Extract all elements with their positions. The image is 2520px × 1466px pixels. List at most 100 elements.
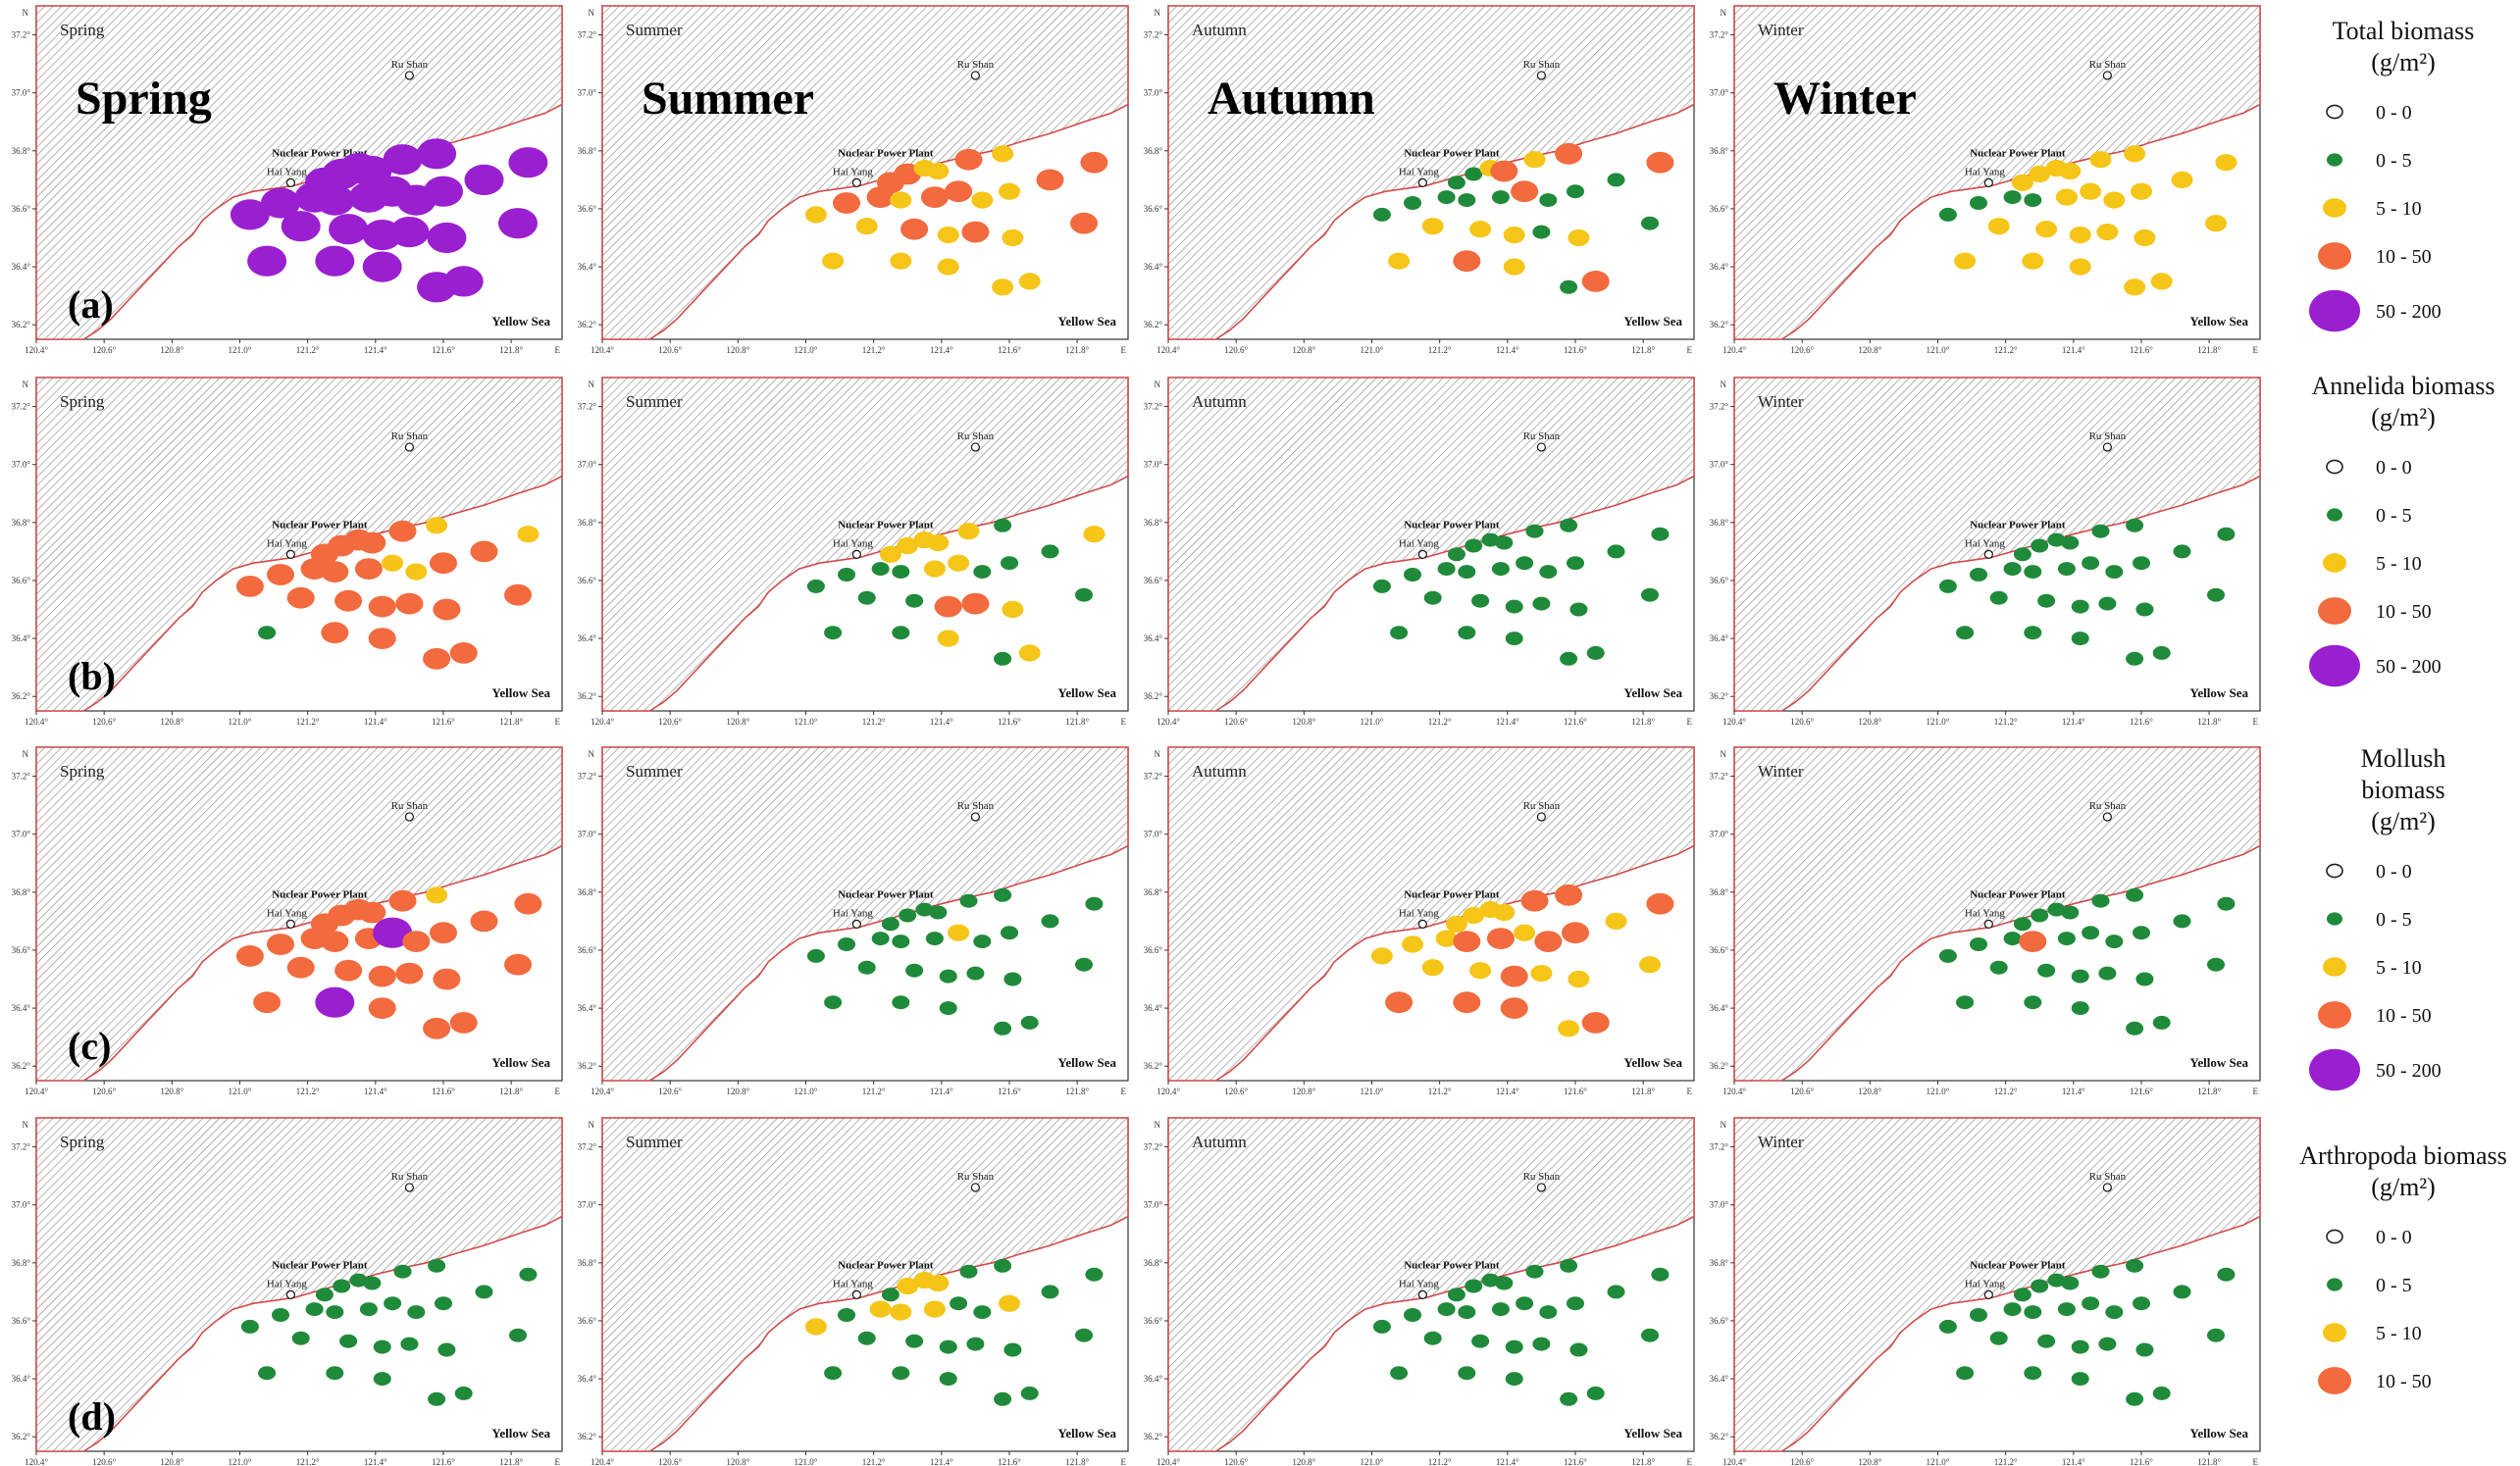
haiyang-marker <box>851 919 861 929</box>
rushan-label: Ru Shan <box>2089 59 2127 71</box>
station-point <box>368 595 396 618</box>
station-point <box>1495 1276 1514 1290</box>
lon-tick-label: 121.4° <box>1496 1457 1519 1466</box>
station-point <box>1503 258 1525 276</box>
lat-tick-label: 36.6° <box>1710 945 1729 955</box>
station-point <box>1453 991 1481 1014</box>
lon-tick-label: 120.8° <box>160 1087 183 1096</box>
station-point <box>1463 906 1485 925</box>
lon-tick-label: 120.4° <box>1157 1457 1180 1466</box>
lat-tick-label: 36.2° <box>1710 1432 1729 1441</box>
station-point <box>2126 651 2144 666</box>
lon-tick-label: 121.6° <box>1564 1457 1587 1466</box>
station-point <box>2133 1296 2150 1311</box>
station-point <box>2031 538 2049 553</box>
lon-tick-label: 120.8° <box>160 345 183 355</box>
lon-tick-label: 121.6° <box>998 717 1021 727</box>
station-point <box>1938 207 1957 222</box>
station-point <box>1404 568 1421 581</box>
lat-tick-label: 37.0° <box>1144 88 1163 98</box>
yellow-sea-label: Yellow Sea <box>2189 314 2248 329</box>
lon-tick-label: 121.8° <box>1631 1087 1655 1096</box>
lat-tick-label: 36.2° <box>1710 320 1729 329</box>
station-point <box>433 598 461 621</box>
lat-tick-label: 36.4° <box>12 1374 31 1384</box>
station-point <box>291 1331 310 1345</box>
rushan-label: Ru Shan <box>2089 1171 2127 1183</box>
legend-swatch <box>2323 198 2346 218</box>
station-point <box>235 945 264 967</box>
station-point <box>1083 526 1106 543</box>
haiyang-marker <box>285 919 295 929</box>
station-point <box>994 887 1012 902</box>
station-point <box>2022 252 2044 270</box>
station-point <box>2071 1340 2089 1354</box>
lon-tick-label: 121.2° <box>296 1087 320 1096</box>
station-point <box>857 1331 876 1345</box>
station-point <box>384 1296 402 1311</box>
lon-tick-label: 120.6° <box>92 1457 116 1466</box>
station-point <box>890 1303 912 1321</box>
station-point <box>2126 1258 2144 1273</box>
lat-tick-label: 36.6° <box>1710 576 1729 585</box>
station-point <box>509 1328 527 1342</box>
haiyang-marker <box>1983 549 1993 559</box>
north-label: N <box>1155 379 1161 389</box>
station-point <box>822 252 845 270</box>
station-point <box>2047 532 2066 547</box>
season-label: Spring <box>60 392 105 411</box>
station-point <box>2024 193 2042 208</box>
legend-swatch <box>2318 242 2351 270</box>
lat-tick-label: 37.2° <box>1710 30 1729 40</box>
station-point <box>892 626 910 640</box>
lon-tick-label: 121.4° <box>2062 345 2085 355</box>
haiyang-marker <box>1983 1289 1993 1299</box>
haiyang-marker <box>285 177 295 187</box>
rushan-marker <box>404 442 414 452</box>
lat-tick-label: 37.2° <box>578 402 597 412</box>
station-point <box>2037 963 2056 978</box>
yellow-sea-label: Yellow Sea <box>2189 1426 2248 1441</box>
station-point <box>2124 145 2146 163</box>
lon-tick-label: 121.6° <box>2130 345 2153 355</box>
east-label: E <box>555 1457 561 1466</box>
station-point <box>2173 1285 2191 1299</box>
lat-tick-label: 36.6° <box>578 576 597 585</box>
haiyang-marker <box>851 1289 861 1299</box>
haiyang-label: Hai Yang <box>267 1278 307 1289</box>
lat-tick-label: 36.4° <box>1144 1003 1163 1013</box>
station-point <box>1447 547 1466 562</box>
station-point <box>2055 188 2078 206</box>
map-panel-d-summer: 37.2° 37.0° 36.8° 36.6° 36.4° 36.2° 120.4° 120.… <box>578 1117 1129 1466</box>
legend-title: (g/m²) <box>2371 807 2436 835</box>
lat-tick-label: 36.4° <box>1710 262 1729 272</box>
station-point <box>405 563 428 581</box>
station-point <box>2152 645 2171 660</box>
nuclear-plant-label: Nuclear Power Plant <box>838 889 934 901</box>
station-point <box>2013 917 2031 932</box>
station-point <box>2091 1264 2110 1279</box>
lon-tick-label: 121.0° <box>1927 1087 1950 1096</box>
rushan-marker <box>404 1183 414 1192</box>
station-point <box>253 991 282 1014</box>
station-point <box>999 182 1020 200</box>
station-point <box>1385 991 1414 1014</box>
station-point <box>2133 556 2150 571</box>
haiyang-label: Hai Yang <box>267 166 307 177</box>
rushan-marker <box>404 71 414 80</box>
legend-swatch <box>2323 553 2346 573</box>
lon-tick-label: 120.4° <box>591 1457 614 1466</box>
rushan-marker <box>2102 1183 2112 1192</box>
station-point <box>871 932 890 946</box>
lon-tick-label: 121.0° <box>795 717 818 727</box>
station-point <box>1372 1319 1391 1334</box>
lon-tick-label: 121.0° <box>1361 1087 1384 1096</box>
lat-tick-label: 36.4° <box>1710 1374 1729 1384</box>
lon-tick-label: 121.2° <box>296 717 320 727</box>
station-point <box>382 554 404 572</box>
station-point <box>1520 889 1549 912</box>
station-point <box>869 1300 892 1318</box>
lon-tick-label: 120.8° <box>1858 345 1881 355</box>
season-title: Autumn <box>1208 73 1375 125</box>
station-point <box>2071 599 2089 614</box>
